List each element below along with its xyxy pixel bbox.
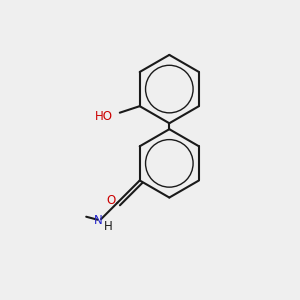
Text: H: H [104,220,113,233]
Text: O: O [106,194,116,207]
Text: HO: HO [95,110,113,123]
Text: N: N [94,214,103,227]
